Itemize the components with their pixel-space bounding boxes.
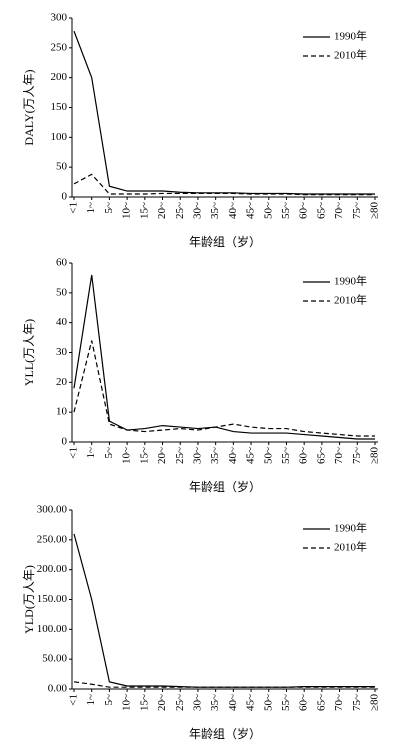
x-tick-label: 25~ — [174, 202, 186, 219]
x-tick-label: 15~ — [138, 202, 150, 219]
y-tick-label: 150 — [51, 101, 68, 113]
y-tick-label: 100.00 — [37, 623, 68, 635]
y-tick-label: 100 — [51, 131, 68, 143]
x-tick-label: 30~ — [191, 202, 203, 219]
x-tick-label: 40~ — [227, 694, 239, 711]
y-tick-label: 250.00 — [37, 533, 68, 545]
legend-label: 2010年 — [334, 48, 367, 62]
x-tick-label: 5~ — [103, 447, 115, 459]
x-tick-label: 25~ — [174, 694, 186, 711]
y-tick-label: 50 — [56, 286, 68, 298]
data-line — [73, 681, 375, 688]
x-tick-label: 10~ — [121, 447, 133, 464]
x-tick-label: 35~ — [209, 694, 221, 711]
data-line — [73, 274, 375, 440]
y-tick-label: 60 — [56, 257, 68, 269]
x-tick-label: 1~ — [85, 447, 97, 459]
x-tick-label: 50~ — [262, 447, 274, 464]
legend-label: 1990年 — [334, 521, 367, 535]
x-tick-label: 5~ — [103, 694, 115, 706]
data-line — [73, 533, 375, 688]
y-tick-label: 200 — [51, 71, 68, 83]
y-tick-label: 250 — [51, 41, 68, 53]
x-tick-label: 20~ — [156, 447, 168, 464]
y-axis-title: DALY(万人年) — [22, 69, 36, 145]
x-tick-label: 1~ — [85, 202, 97, 214]
x-tick-label: 10~ — [121, 202, 133, 219]
x-tick-label: 75~ — [351, 694, 363, 711]
x-tick-label: 30~ — [191, 447, 203, 464]
y-tick-label: 10 — [56, 406, 68, 418]
x-tick-label: 1~ — [85, 694, 97, 706]
y-tick-label: 300 — [51, 12, 68, 24]
x-tick-label: 20~ — [156, 202, 168, 219]
data-line — [73, 173, 375, 196]
x-tick-label: 70~ — [333, 447, 345, 464]
x-tick-label: 50~ — [262, 694, 274, 711]
x-tick-label: 15~ — [138, 694, 150, 711]
y-tick-label: 30 — [56, 346, 68, 358]
x-tick-label: 40~ — [227, 447, 239, 464]
y-tick-label: 0.00 — [48, 683, 68, 695]
y-tick-label: 200.00 — [37, 563, 68, 575]
x-tick-label: 40~ — [227, 202, 239, 219]
x-tick-label: 15~ — [138, 447, 150, 464]
x-tick-label: 5~ — [103, 202, 115, 214]
x-tick-label: 45~ — [245, 694, 257, 711]
legend-label: 2010年 — [334, 540, 367, 554]
x-tick-label: 55~ — [280, 694, 292, 711]
x-tick-label: 30~ — [191, 694, 203, 711]
x-tick-label: ≥80 — [369, 694, 381, 712]
legend-label: 1990年 — [334, 29, 367, 43]
x-tick-label: 60~ — [298, 694, 310, 711]
legend-label: 1990年 — [334, 274, 367, 288]
y-axis-title: YLD(万人年) — [22, 565, 36, 634]
y-tick-label: 300.00 — [37, 504, 68, 516]
x-axis-title: 年龄组（岁） — [189, 726, 261, 741]
chart-panel: 0 50 100 150 200 250 300 <1 1~ 5~ 10~ 15~ 20~ 25~ 30~ 3… — [22, 12, 381, 249]
y-tick-label: 0 — [62, 191, 68, 203]
x-tick-label: 70~ — [333, 202, 345, 219]
x-tick-label: 60~ — [298, 447, 310, 464]
x-tick-label: 50~ — [262, 202, 274, 219]
x-tick-label: 55~ — [280, 202, 292, 219]
x-tick-label: <1 — [68, 447, 80, 459]
x-tick-label: 45~ — [245, 202, 257, 219]
y-tick-label: 50 — [56, 161, 68, 173]
legend-label: 2010年 — [334, 293, 367, 307]
x-tick-label: 10~ — [121, 694, 133, 711]
x-tick-label: 55~ — [280, 447, 292, 464]
y-tick-label: 0 — [62, 436, 68, 448]
x-tick-label: ≥80 — [369, 447, 381, 465]
x-tick-label: 35~ — [209, 202, 221, 219]
chart-panel: 0 10 20 30 40 50 60 <1 1~ 5~ 10~ 15~ 20~ 25~ 30~ 35~ 40~… — [22, 257, 381, 494]
x-tick-label: <1 — [68, 694, 80, 706]
x-tick-label: ≥80 — [369, 202, 381, 220]
x-tick-label: <1 — [68, 202, 80, 214]
x-axis-title: 年龄组（岁） — [189, 234, 261, 249]
y-axis-title: YLL(万人年) — [22, 319, 36, 386]
x-axis-title: 年龄组（岁） — [189, 479, 261, 494]
y-tick-label: 20 — [56, 376, 68, 388]
x-tick-label: 70~ — [333, 694, 345, 711]
x-tick-label: 65~ — [315, 694, 327, 711]
x-tick-label: 25~ — [174, 447, 186, 464]
x-tick-label: 75~ — [351, 447, 363, 464]
x-tick-label: 60~ — [298, 202, 310, 219]
x-tick-label: 65~ — [315, 447, 327, 464]
y-tick-label: 150.00 — [37, 593, 68, 605]
y-tick-label: 50.00 — [42, 653, 67, 665]
x-tick-label: 45~ — [245, 447, 257, 464]
x-tick-label: 35~ — [209, 447, 221, 464]
x-tick-label: 20~ — [156, 694, 168, 711]
y-tick-label: 40 — [56, 316, 68, 328]
chart-panel: 0.00 50.00 100.00 150.00 200.00 250.00 300.00 <… — [22, 504, 381, 741]
x-tick-label: 65~ — [315, 202, 327, 219]
x-tick-label: 75~ — [351, 202, 363, 219]
data-line — [73, 340, 375, 437]
